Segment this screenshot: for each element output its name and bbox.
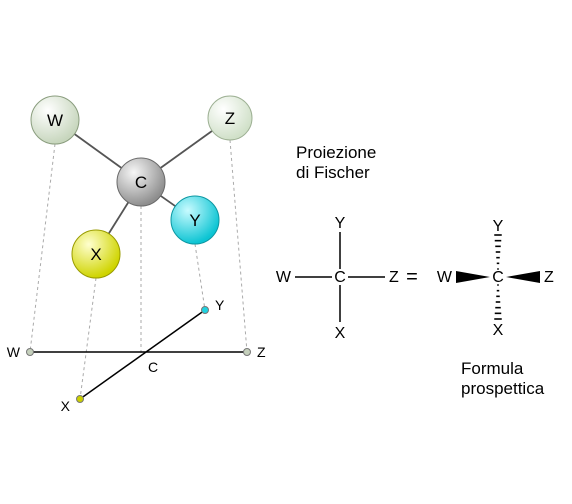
fischer-w: W	[276, 269, 292, 286]
title-perspective: Formula prospettica	[461, 359, 545, 398]
atom-w-label: W	[47, 111, 63, 130]
fischer-z: Z	[389, 269, 399, 286]
atom-y-label: Y	[189, 211, 200, 230]
proj-c-label: C	[148, 359, 158, 375]
persp-y: Y	[493, 218, 504, 235]
wedge-z	[506, 271, 540, 283]
persp-z: Z	[544, 269, 554, 286]
proj-x-label: X	[61, 398, 71, 414]
proj-w-label: W	[7, 344, 21, 360]
perspective-formula: C W Z Y X	[437, 218, 554, 339]
equals-sign: =	[406, 266, 418, 288]
title-fischer: Proiezione di Fischer	[296, 143, 381, 182]
fischer-y: Y	[335, 215, 346, 232]
molecule-3d: W Z C X Y	[30, 96, 252, 399]
proj-z-label: Z	[257, 344, 266, 360]
wedge-w	[456, 271, 490, 283]
persp-x: X	[493, 322, 504, 339]
persp-w: W	[437, 269, 453, 286]
proj-y-label: Y	[215, 297, 225, 313]
projection-2d: W Z X Y C	[7, 297, 266, 414]
fischer-c: C	[334, 269, 346, 286]
atom-x-label: X	[90, 245, 101, 264]
atom-c-label: C	[135, 173, 147, 192]
diagram-root: WZCXY WZXYC Proiezione di Fischer CWZYX …	[0, 0, 572, 504]
atom-z-label: Z	[225, 109, 235, 128]
fischer-projection: C W Z Y X	[276, 215, 399, 342]
persp-c: C	[492, 269, 504, 286]
fischer-x: X	[335, 325, 346, 342]
